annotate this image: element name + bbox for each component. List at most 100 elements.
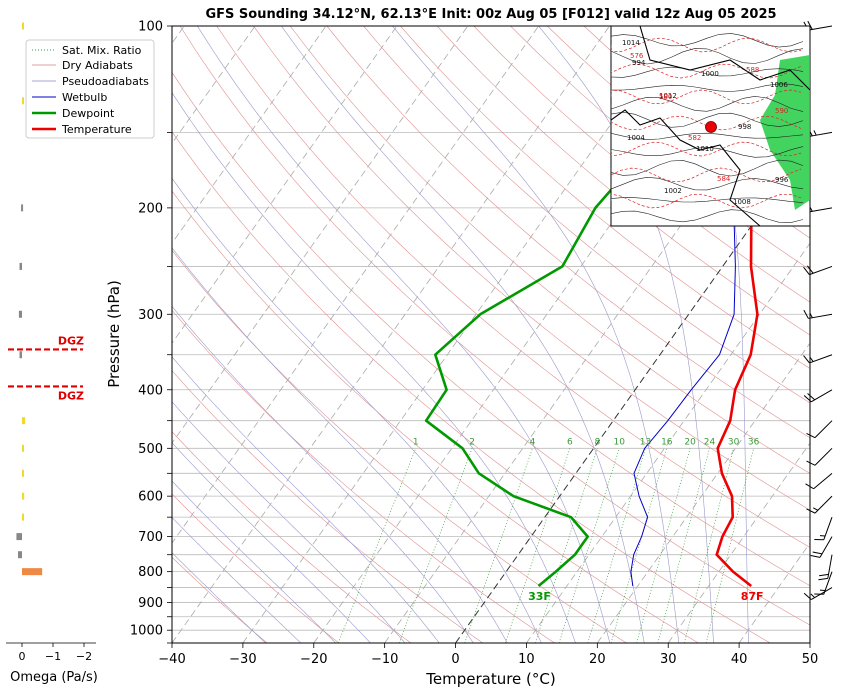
x-tick-label: 40 (731, 652, 748, 667)
omega-bar (19, 351, 22, 359)
omega-bar (22, 417, 26, 425)
map-border (611, 109, 761, 226)
omega-bar (22, 513, 24, 521)
x-tick-label: −20 (300, 652, 327, 667)
mixing-ratio-lines (337, 448, 754, 643)
legend-wetbulb: Wetbulb (62, 91, 107, 104)
barb-half-flag (810, 593, 816, 598)
mixing-ratio-label: 8 (594, 437, 600, 447)
y-tick-label: 700 (138, 530, 163, 545)
mixing-ratio-label: 13 (640, 437, 651, 447)
y-tick-label: 400 (138, 383, 163, 398)
isotherm (172, 26, 327, 244)
omega-bar (22, 492, 25, 500)
mixing-ratio-label: 16 (661, 437, 673, 447)
inset-map: 1014 1012 1010 1008 1006 1004 1002 1000 998 996 99… (610, 25, 811, 227)
x-tick-label: 20 (589, 652, 606, 667)
isotherm (809, 642, 810, 643)
isotherms (172, 26, 810, 643)
map-height-label: 590 (775, 107, 788, 115)
mixing-ratio-line (558, 448, 620, 643)
mixing-ratio-line (534, 448, 598, 643)
omega-bar (22, 97, 24, 105)
map-pressure-label: 1006 (770, 81, 788, 89)
surface-temperature-label: 87F (741, 590, 764, 603)
pseudoadiabat (281, 26, 645, 643)
dry-adiabat (436, 26, 810, 336)
map-height-label: 588 (746, 66, 759, 74)
dgz-label: DGZ (58, 334, 84, 347)
legend-dry: Dry Adiabats (62, 59, 133, 72)
map-isobar (611, 146, 804, 158)
map-isobar (611, 95, 804, 112)
plot-area: 1 2 4 6 8 10 13 16 20 24 30 36 10020030040050060070… (130, 20, 818, 668)
barb-flag (818, 577, 828, 581)
map-pressure-label: 996 (775, 176, 789, 184)
wind-barb (803, 309, 833, 319)
barb-half-flag (809, 312, 813, 318)
isotherm (172, 26, 469, 444)
omega-bar (22, 444, 24, 452)
barb-flag (806, 508, 816, 514)
dry-adiabat (179, 26, 810, 587)
inset-map-contours: 1014 1012 1010 1008 1006 1004 1002 1000 998 996 99… (611, 26, 810, 226)
barb-flag (807, 20, 813, 30)
surface-labels: 87F 33F (528, 590, 763, 603)
pseudoadiabat (691, 26, 749, 643)
map-height-contour (611, 115, 802, 131)
map-precip-region (760, 55, 810, 210)
omega-bar (21, 204, 24, 212)
wind-barb (814, 571, 833, 595)
barb-half-flag (813, 507, 819, 511)
mixing-ratio-line (337, 448, 417, 643)
omega-bar (16, 533, 22, 541)
dry-adiabat (400, 26, 810, 369)
x-axis: −40 −30 −20 −10 0 10 20 30 40 50 (158, 643, 818, 667)
map-isobar (611, 48, 804, 65)
omega-tick-label: −1 (45, 650, 61, 663)
y-tick-label: 800 (138, 565, 163, 580)
map-isobar (611, 33, 804, 48)
isotherm (242, 26, 681, 643)
x-tick-label: 0 (451, 652, 459, 667)
wind-barb (818, 554, 833, 581)
map-pressure-label: 1004 (627, 134, 645, 142)
barb-staff (814, 447, 833, 466)
wind-barb (806, 495, 833, 514)
y-tick-label: 600 (138, 490, 163, 505)
mixing-ratio-label: 10 (613, 437, 625, 447)
map-height-contour (611, 167, 802, 183)
mixing-ratio-line (705, 448, 754, 643)
mixing-ratio-line (587, 448, 646, 643)
map-isobar (611, 159, 804, 177)
legend-dewpoint: Dewpoint (62, 107, 115, 120)
omega-bar (18, 310, 22, 318)
barb-flag (805, 483, 814, 490)
y-tick-label: 100 (138, 20, 163, 35)
pseudoadiabat (172, 552, 266, 643)
map-height-label: 576 (630, 52, 644, 60)
barb-staff (814, 420, 833, 438)
mixing-ratio-label: 20 (684, 437, 696, 447)
dry-adiabat (363, 26, 810, 404)
pseudoadiabat (172, 442, 371, 643)
map-pressure-label: 1012 (659, 92, 677, 100)
isotherm (172, 26, 540, 544)
mixing-ratio-label: 2 (469, 437, 475, 447)
legend: Sat. Mix. Ratio Dry Adiabats Pseudoadiab… (25, 39, 155, 139)
map-pressure-label: 1000 (701, 70, 719, 78)
pressure-gridlines (172, 25, 810, 644)
dewpoint-line (424, 26, 768, 587)
mixing-ratio-label: 36 (748, 437, 760, 447)
mixing-ratio-label: 30 (728, 437, 740, 447)
pseudoadiabat (172, 177, 542, 643)
map-border (639, 26, 810, 91)
wind-barb (803, 265, 833, 276)
x-tick-label: 50 (802, 652, 819, 667)
y-axis: 100 200 300 400 500 600 700 800 900 1000 (130, 20, 172, 644)
pseudoadiabat (392, 26, 680, 643)
plot-frame (171, 25, 811, 644)
barb-half-flag (809, 357, 814, 362)
map-pressure-label: 1010 (696, 145, 714, 153)
mixing-ratio-label: 24 (704, 437, 716, 447)
